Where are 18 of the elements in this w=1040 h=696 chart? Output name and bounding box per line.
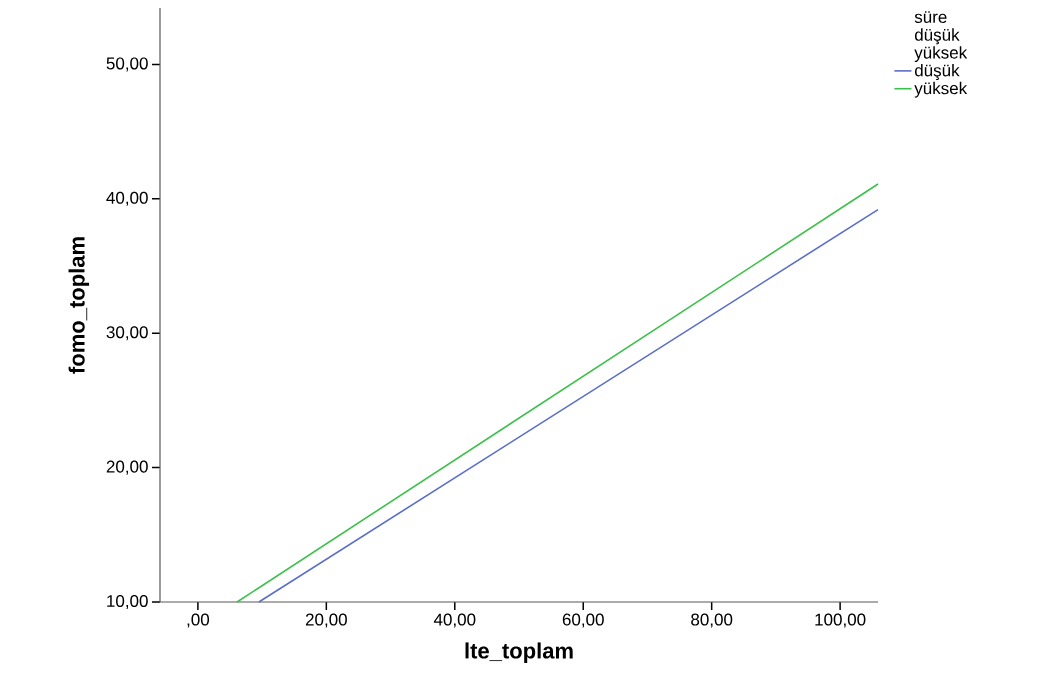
text: yüksek bbox=[914, 46, 968, 63]
legend-label: düşük bbox=[914, 63, 960, 80]
y-tick-label: 10,00 bbox=[107, 594, 148, 610]
x-tick-label: 80,00 bbox=[691, 613, 733, 628]
x-tick-label: 40,00 bbox=[433, 613, 476, 628]
x-axis-title: lte_toplam bbox=[465, 642, 573, 663]
x-tick-label: ,00 bbox=[187, 613, 210, 628]
x-tick-label: 60,00 bbox=[562, 613, 604, 628]
y-tick-label: 50,00 bbox=[106, 57, 148, 72]
x-tick-label: 20,00 bbox=[305, 613, 347, 628]
y-tick-label: 20,00 bbox=[106, 460, 148, 475]
y-axis-title: fomo_toplam bbox=[68, 237, 90, 374]
legend-label: yüksek bbox=[914, 81, 968, 98]
y-tick-label: 40,00 bbox=[106, 191, 148, 206]
legend-title: süre bbox=[914, 11, 947, 24]
y-tick-label: 30,00 bbox=[106, 326, 148, 341]
x-tick-label: 100,00 bbox=[815, 613, 866, 628]
text: düşük bbox=[914, 28, 960, 45]
